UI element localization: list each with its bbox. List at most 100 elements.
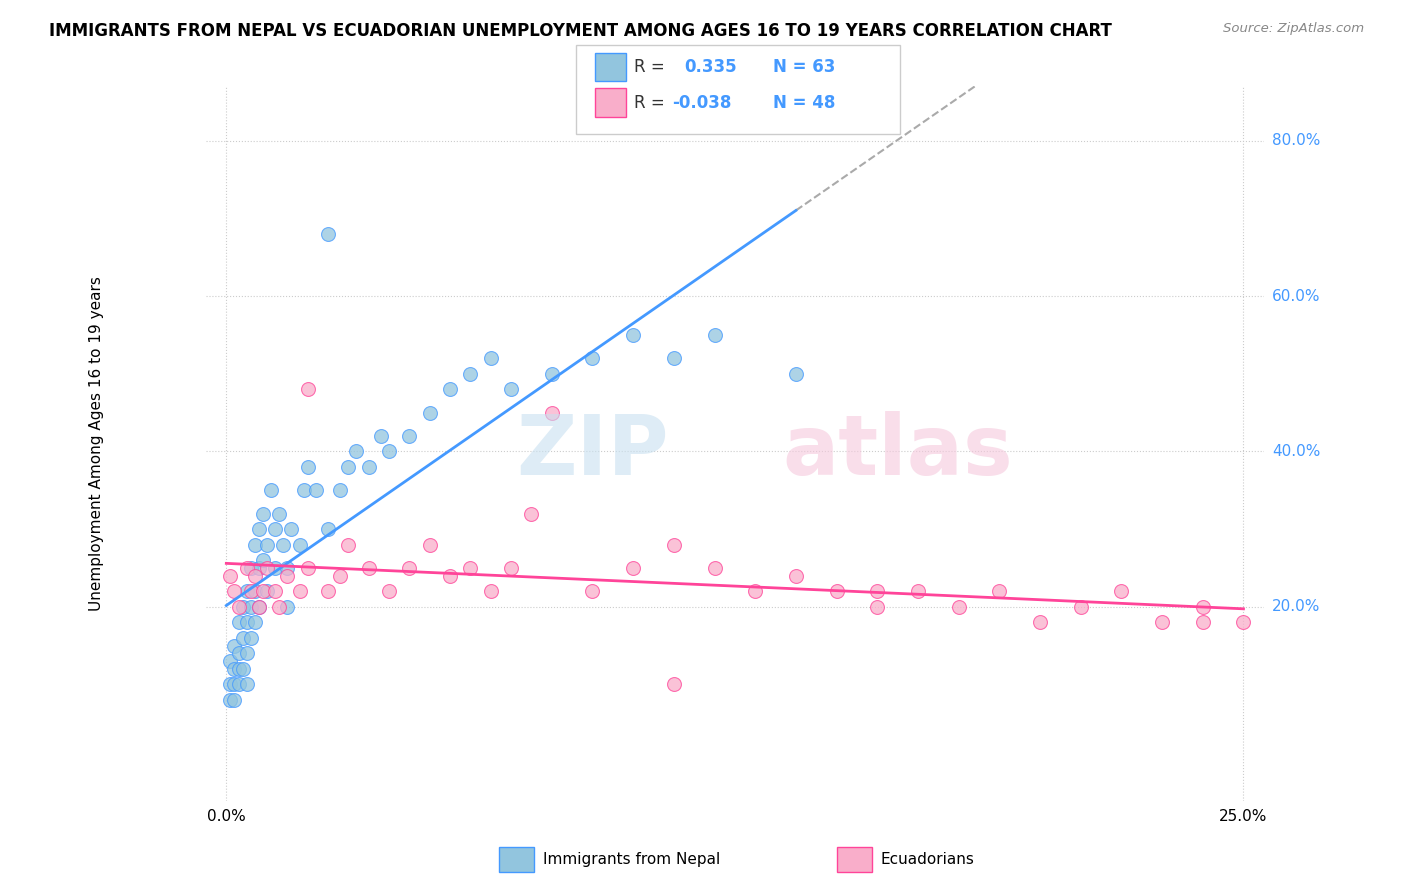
Point bbox=[224, 584, 246, 599]
Point bbox=[479, 351, 502, 366]
Point bbox=[269, 507, 291, 521]
Point bbox=[228, 599, 250, 614]
Text: 20.0%: 20.0% bbox=[1272, 599, 1320, 615]
Point bbox=[1070, 599, 1092, 614]
Text: Immigrants from Nepal: Immigrants from Nepal bbox=[543, 853, 720, 867]
Text: Source: ZipAtlas.com: Source: ZipAtlas.com bbox=[1223, 22, 1364, 36]
Point bbox=[224, 662, 246, 676]
Point bbox=[378, 584, 401, 599]
Point bbox=[329, 568, 352, 582]
Point bbox=[520, 507, 543, 521]
Point bbox=[247, 599, 270, 614]
Point bbox=[256, 561, 278, 575]
Point bbox=[243, 584, 266, 599]
Text: 80.0%: 80.0% bbox=[1272, 133, 1320, 148]
Point bbox=[239, 599, 262, 614]
Text: ZIP: ZIP bbox=[516, 411, 669, 492]
Point bbox=[866, 599, 889, 614]
Point bbox=[235, 584, 257, 599]
Point bbox=[280, 522, 302, 536]
Point bbox=[1191, 615, 1213, 630]
Point bbox=[228, 647, 250, 661]
Text: 0.0%: 0.0% bbox=[207, 809, 246, 824]
Point bbox=[621, 327, 644, 342]
Point bbox=[825, 584, 848, 599]
Point bbox=[907, 584, 929, 599]
Point bbox=[224, 639, 246, 653]
Point bbox=[232, 599, 254, 614]
Point bbox=[662, 538, 685, 552]
Point bbox=[219, 693, 242, 707]
Point bbox=[1111, 584, 1133, 599]
Point bbox=[243, 538, 266, 552]
Point bbox=[276, 568, 298, 582]
Point bbox=[224, 693, 246, 707]
Point bbox=[439, 382, 461, 396]
Text: R =: R = bbox=[634, 94, 665, 112]
Point bbox=[239, 631, 262, 645]
Point bbox=[297, 382, 319, 396]
Point bbox=[337, 460, 360, 475]
Point bbox=[346, 444, 368, 458]
Point bbox=[260, 483, 283, 498]
Point bbox=[243, 568, 266, 582]
Text: atlas: atlas bbox=[782, 411, 1012, 492]
Point bbox=[540, 367, 562, 381]
Point bbox=[228, 677, 250, 691]
Point bbox=[948, 599, 970, 614]
Point bbox=[501, 382, 523, 396]
Point bbox=[479, 584, 502, 599]
Point bbox=[247, 522, 270, 536]
Point bbox=[228, 615, 250, 630]
Point bbox=[239, 584, 262, 599]
Point bbox=[662, 351, 685, 366]
Point bbox=[305, 483, 328, 498]
Point bbox=[224, 677, 246, 691]
Point bbox=[264, 522, 287, 536]
Point bbox=[460, 367, 482, 381]
Point bbox=[235, 615, 257, 630]
Point bbox=[271, 538, 294, 552]
Point bbox=[297, 561, 319, 575]
Point bbox=[744, 584, 766, 599]
Point bbox=[866, 584, 889, 599]
Point bbox=[247, 599, 270, 614]
Point bbox=[378, 444, 401, 458]
Point bbox=[703, 561, 725, 575]
Point bbox=[662, 677, 685, 691]
Text: 25.0%: 25.0% bbox=[1219, 809, 1268, 824]
Point bbox=[247, 561, 270, 575]
Point bbox=[252, 584, 274, 599]
Point bbox=[232, 662, 254, 676]
Text: IMMIGRANTS FROM NEPAL VS ECUADORIAN UNEMPLOYMENT AMONG AGES 16 TO 19 YEARS CORRE: IMMIGRANTS FROM NEPAL VS ECUADORIAN UNEM… bbox=[49, 22, 1112, 40]
Point bbox=[357, 460, 380, 475]
Point bbox=[337, 538, 360, 552]
Point bbox=[316, 584, 339, 599]
Point bbox=[252, 553, 274, 567]
Text: R =: R = bbox=[634, 58, 665, 76]
Text: N = 48: N = 48 bbox=[773, 94, 835, 112]
Point bbox=[785, 568, 807, 582]
Text: 60.0%: 60.0% bbox=[1272, 289, 1320, 303]
Point bbox=[235, 561, 257, 575]
Point bbox=[398, 561, 420, 575]
Point bbox=[419, 406, 441, 420]
Point bbox=[621, 561, 644, 575]
Point bbox=[264, 561, 287, 575]
Point bbox=[1029, 615, 1052, 630]
Point bbox=[297, 460, 319, 475]
Point bbox=[219, 568, 242, 582]
Point bbox=[419, 538, 441, 552]
Point bbox=[988, 584, 1011, 599]
Point bbox=[370, 429, 392, 443]
Point bbox=[1232, 615, 1254, 630]
Point bbox=[256, 584, 278, 599]
Point bbox=[329, 483, 352, 498]
Point bbox=[276, 561, 298, 575]
Point bbox=[269, 599, 291, 614]
Point bbox=[219, 654, 242, 668]
Point bbox=[243, 615, 266, 630]
Point bbox=[235, 647, 257, 661]
Point bbox=[439, 568, 461, 582]
Point bbox=[239, 561, 262, 575]
